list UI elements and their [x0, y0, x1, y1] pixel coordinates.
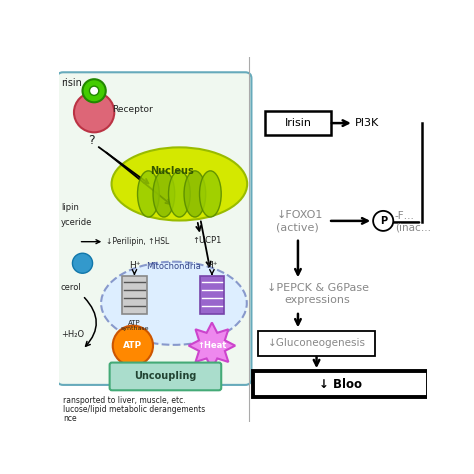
- Text: nce: nce: [63, 414, 77, 423]
- Ellipse shape: [153, 171, 175, 217]
- Text: ↓FOXO1: ↓FOXO1: [276, 210, 323, 220]
- Circle shape: [373, 211, 393, 231]
- FancyBboxPatch shape: [122, 275, 147, 314]
- Text: ↓Gluconeogenesis: ↓Gluconeogenesis: [267, 338, 365, 348]
- Ellipse shape: [169, 171, 190, 217]
- FancyBboxPatch shape: [253, 371, 428, 397]
- Text: ?: ?: [89, 134, 95, 146]
- Text: H⁺: H⁺: [128, 261, 140, 270]
- Text: ↑UCP1: ↑UCP1: [192, 236, 222, 245]
- Text: (inac…: (inac…: [395, 223, 431, 233]
- Text: Uncoupling: Uncoupling: [134, 372, 197, 382]
- Ellipse shape: [137, 171, 159, 217]
- FancyBboxPatch shape: [258, 331, 375, 356]
- Ellipse shape: [184, 171, 206, 217]
- Text: lipin: lipin: [61, 202, 79, 211]
- Circle shape: [73, 253, 92, 273]
- Text: expressions: expressions: [284, 295, 350, 305]
- Ellipse shape: [200, 171, 221, 217]
- FancyBboxPatch shape: [201, 275, 224, 314]
- Text: Nucleus: Nucleus: [150, 166, 193, 176]
- Text: PI3K: PI3K: [356, 118, 380, 128]
- Ellipse shape: [101, 262, 247, 345]
- Text: synthase: synthase: [120, 327, 149, 331]
- Text: risin: risin: [61, 78, 82, 89]
- Text: (active): (active): [276, 223, 319, 233]
- Text: Receptor: Receptor: [112, 105, 153, 114]
- Text: Irisin: Irisin: [284, 118, 311, 128]
- Ellipse shape: [111, 147, 247, 220]
- Text: ATP: ATP: [128, 320, 141, 326]
- Text: Mitochondria: Mitochondria: [146, 262, 201, 271]
- Text: P: P: [380, 216, 387, 226]
- Circle shape: [90, 86, 99, 95]
- Circle shape: [113, 326, 153, 365]
- Text: ransported to liver, muscle, etc.: ransported to liver, muscle, etc.: [63, 396, 186, 405]
- Circle shape: [74, 92, 114, 132]
- Text: lucose/lipid metabolic derangements: lucose/lipid metabolic derangements: [63, 405, 205, 414]
- FancyBboxPatch shape: [265, 111, 330, 136]
- Polygon shape: [189, 322, 235, 369]
- Text: yceride: yceride: [61, 218, 92, 227]
- FancyBboxPatch shape: [57, 72, 251, 385]
- Text: -F…: -F…: [395, 211, 415, 221]
- Text: ↑Heat: ↑Heat: [197, 341, 227, 350]
- Text: ↓PEPCK & G6Pase: ↓PEPCK & G6Pase: [267, 283, 369, 293]
- Circle shape: [82, 79, 106, 102]
- Text: H⁺: H⁺: [206, 261, 218, 270]
- Text: ↓Perilipin, ↑HSL: ↓Perilipin, ↑HSL: [106, 237, 169, 246]
- Text: cerol: cerol: [61, 283, 82, 292]
- Text: ↓ Bloo: ↓ Bloo: [319, 378, 362, 391]
- FancyBboxPatch shape: [109, 363, 221, 390]
- Text: ATP: ATP: [123, 341, 143, 350]
- Text: +H₂O: +H₂O: [61, 329, 84, 338]
